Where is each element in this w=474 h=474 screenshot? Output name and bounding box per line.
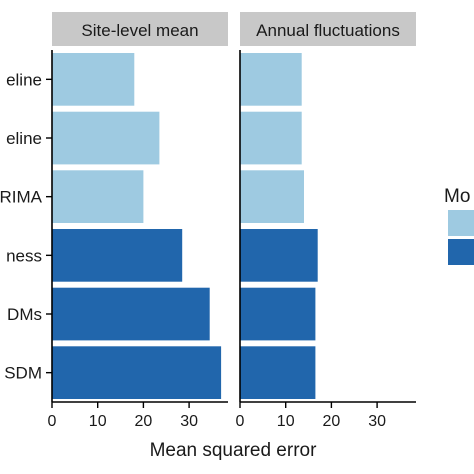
- x-tick-label-2-3: 30: [368, 413, 386, 430]
- facet-title-1: Site-level mean: [81, 21, 198, 40]
- x-tick-label-2-2: 20: [323, 413, 341, 430]
- bar-1-4: [52, 229, 183, 282]
- bars-layer: [52, 53, 318, 399]
- facet-strip-1: [52, 12, 228, 46]
- bar-2-1: [240, 53, 302, 106]
- legend-key-1: [448, 210, 474, 236]
- x-tick-label-2-0: 0: [236, 413, 245, 430]
- legend-key-2: [448, 239, 474, 265]
- y-tick-label-6: SDM: [4, 364, 42, 383]
- x-tick-label-1-0: 0: [48, 413, 57, 430]
- bar-2-4: [240, 229, 318, 282]
- bar-1-1: [52, 53, 135, 106]
- bar-2-6: [240, 346, 316, 399]
- legend-title: Mo: [444, 186, 470, 207]
- bar-2-2: [240, 111, 302, 165]
- bar-1-2: [52, 111, 160, 165]
- x-tick-label-1-1: 10: [89, 413, 107, 430]
- bar-1-6: [52, 346, 222, 399]
- y-tick-label-2: eline: [6, 129, 42, 148]
- bar-2-3: [240, 170, 304, 223]
- y-tick-label-4: ness: [6, 246, 42, 265]
- x-tick-label-1-2: 20: [135, 413, 153, 430]
- facet-title-2: Annual fluctuations: [256, 21, 400, 40]
- x-tick-label-1-3: 30: [180, 413, 198, 430]
- bar-1-3: [52, 170, 144, 223]
- x-tick-label-2-1: 10: [277, 413, 295, 430]
- axes-layer: 0 10 20 30 0 10 20 30 eline eline RIMA ness DMs SDM: [0, 50, 416, 430]
- bar-1-5: [52, 287, 210, 341]
- x-axis-title: Mean squared error: [150, 440, 318, 461]
- y-tick-label-5: DMs: [7, 305, 42, 324]
- bar-2-5: [240, 287, 316, 341]
- legend: [448, 210, 474, 265]
- facet-strip-2: [240, 12, 416, 46]
- y-tick-label-1: eline: [6, 70, 42, 89]
- y-tick-label-3: RIMA: [0, 188, 43, 207]
